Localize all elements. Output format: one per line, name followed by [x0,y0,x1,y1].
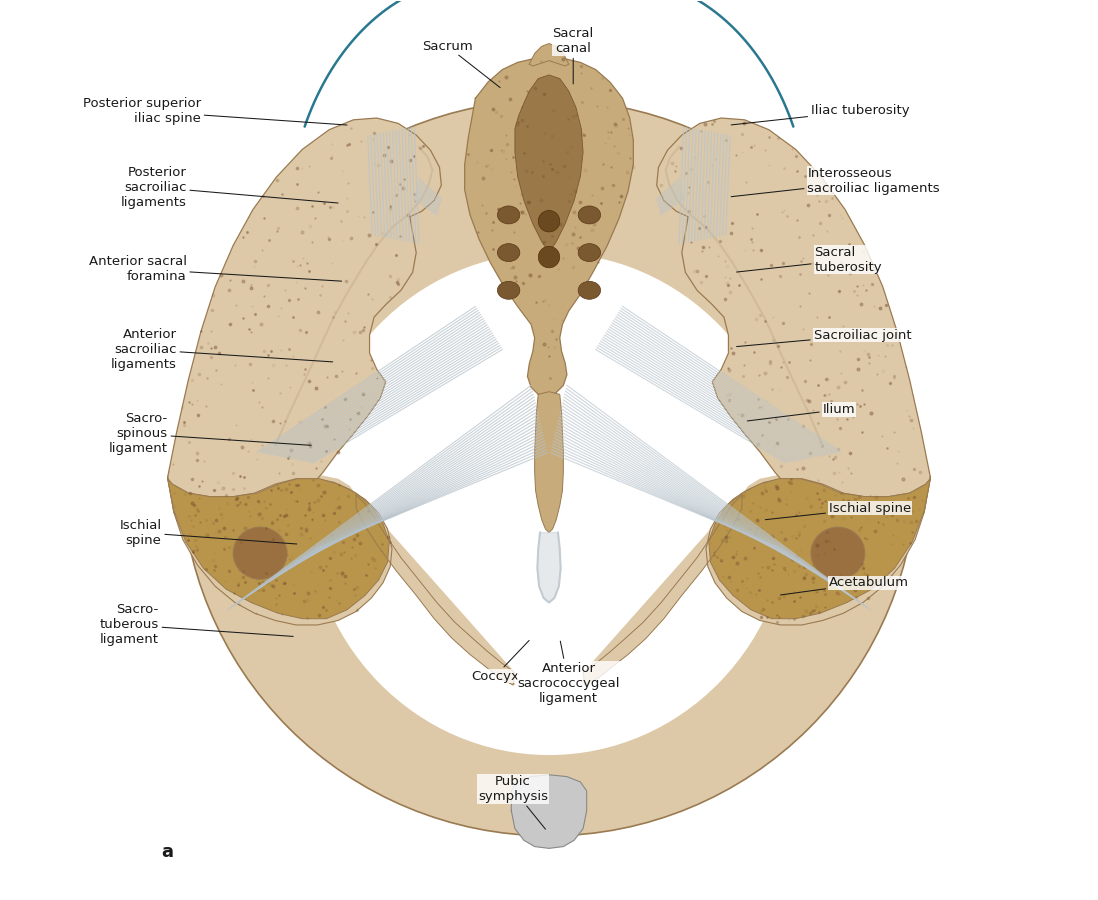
Polygon shape [168,118,441,526]
Text: Sacro-
spinous
ligament: Sacro- spinous ligament [109,412,311,455]
Polygon shape [512,775,586,849]
Ellipse shape [497,206,519,224]
Polygon shape [464,57,634,396]
Text: Sacrum: Sacrum [422,40,501,87]
Text: Ischial spine: Ischial spine [765,502,911,519]
Polygon shape [515,75,583,253]
Polygon shape [657,118,930,526]
Text: Acetabulum: Acetabulum [781,576,909,595]
Circle shape [538,211,560,232]
Polygon shape [728,475,861,596]
Ellipse shape [497,282,519,300]
Polygon shape [237,475,370,596]
Text: Anterior sacral
foramina: Anterior sacral foramina [89,255,341,283]
Ellipse shape [233,527,287,580]
Polygon shape [168,479,392,625]
Text: Anterior
sacroiliac
ligaments: Anterior sacroiliac ligaments [111,328,333,371]
Ellipse shape [579,282,601,300]
Polygon shape [708,479,930,618]
Text: Posterior superior
iliac spine: Posterior superior iliac spine [82,97,347,125]
Polygon shape [529,43,569,66]
Text: Pubic
symphysis: Pubic symphysis [478,775,548,829]
Polygon shape [356,495,515,685]
Text: Ilium: Ilium [748,403,855,421]
Ellipse shape [579,206,601,224]
Text: Iliac tuberosity: Iliac tuberosity [731,104,909,125]
Text: Posterior
sacroiliac
ligaments: Posterior sacroiliac ligaments [121,166,338,209]
Polygon shape [583,495,747,685]
Polygon shape [537,533,561,602]
Polygon shape [168,479,390,618]
Ellipse shape [306,253,792,755]
Text: Sacroiliac joint: Sacroiliac joint [737,328,911,346]
Text: Coccyx: Coccyx [471,641,529,682]
Circle shape [538,247,560,268]
Ellipse shape [181,100,917,836]
Ellipse shape [811,527,865,580]
Polygon shape [706,479,930,625]
Text: a: a [161,843,173,861]
Text: Sacro-
tuberous
ligament: Sacro- tuberous ligament [100,604,293,646]
Polygon shape [351,495,515,685]
Text: Anterior
sacrococcygeal
ligament: Anterior sacrococcygeal ligament [517,641,620,705]
Text: Sacral
tuberosity: Sacral tuberosity [737,246,882,274]
Text: Sacral
canal: Sacral canal [552,27,594,84]
Polygon shape [535,392,563,533]
Ellipse shape [579,244,601,262]
Text: Ischial
spine: Ischial spine [120,518,296,546]
Ellipse shape [497,244,519,262]
Polygon shape [583,495,742,685]
Text: Interosseous
sacroiliac ligaments: Interosseous sacroiliac ligaments [731,166,940,197]
